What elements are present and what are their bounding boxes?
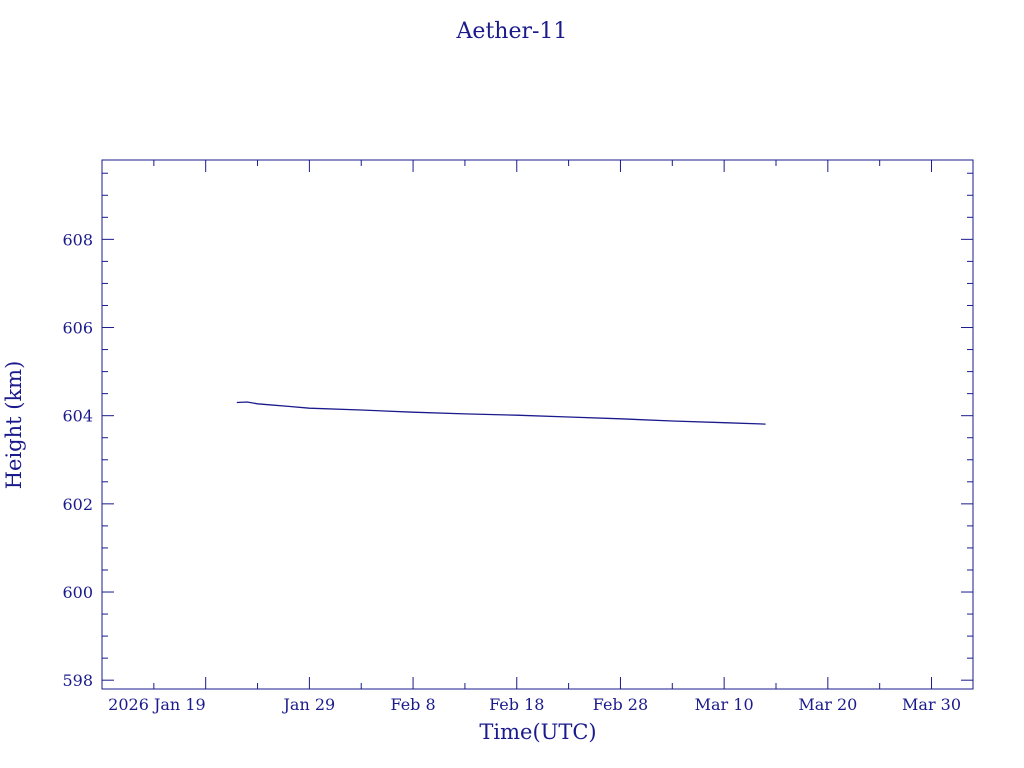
x-tick-label: Mar 20 [798,695,857,714]
height-series-line [236,401,766,425]
x-tick-label: Feb 18 [489,695,544,714]
y-axis-label: Height (km) [2,361,26,490]
y-tick-label: 608 [62,230,93,249]
y-tick-label: 600 [62,583,93,602]
y-tick-label: 602 [62,495,93,514]
x-tick-label: Mar 10 [695,695,754,714]
y-tick-label: 604 [62,407,93,426]
series-layer [236,401,766,425]
x-axis-label: Time(UTC) [479,720,596,744]
x-tick-label: Feb 28 [593,695,648,714]
y-tick-label: 598 [62,671,93,690]
chart-title: Aether-11 [456,19,568,44]
x-tick-label: Jan 29 [282,695,336,714]
axis-ticks: 598 600 602 604 606 608 2026 Jan 19 Jan 29 Feb 8… [62,160,973,714]
plot-frame [101,159,974,690]
x-tick-label: 2026 Jan 19 [108,695,206,714]
x-tick-label: Mar 30 [902,695,961,714]
x-tick-label: Feb 8 [390,695,435,714]
y-tick-label: 606 [62,319,93,338]
